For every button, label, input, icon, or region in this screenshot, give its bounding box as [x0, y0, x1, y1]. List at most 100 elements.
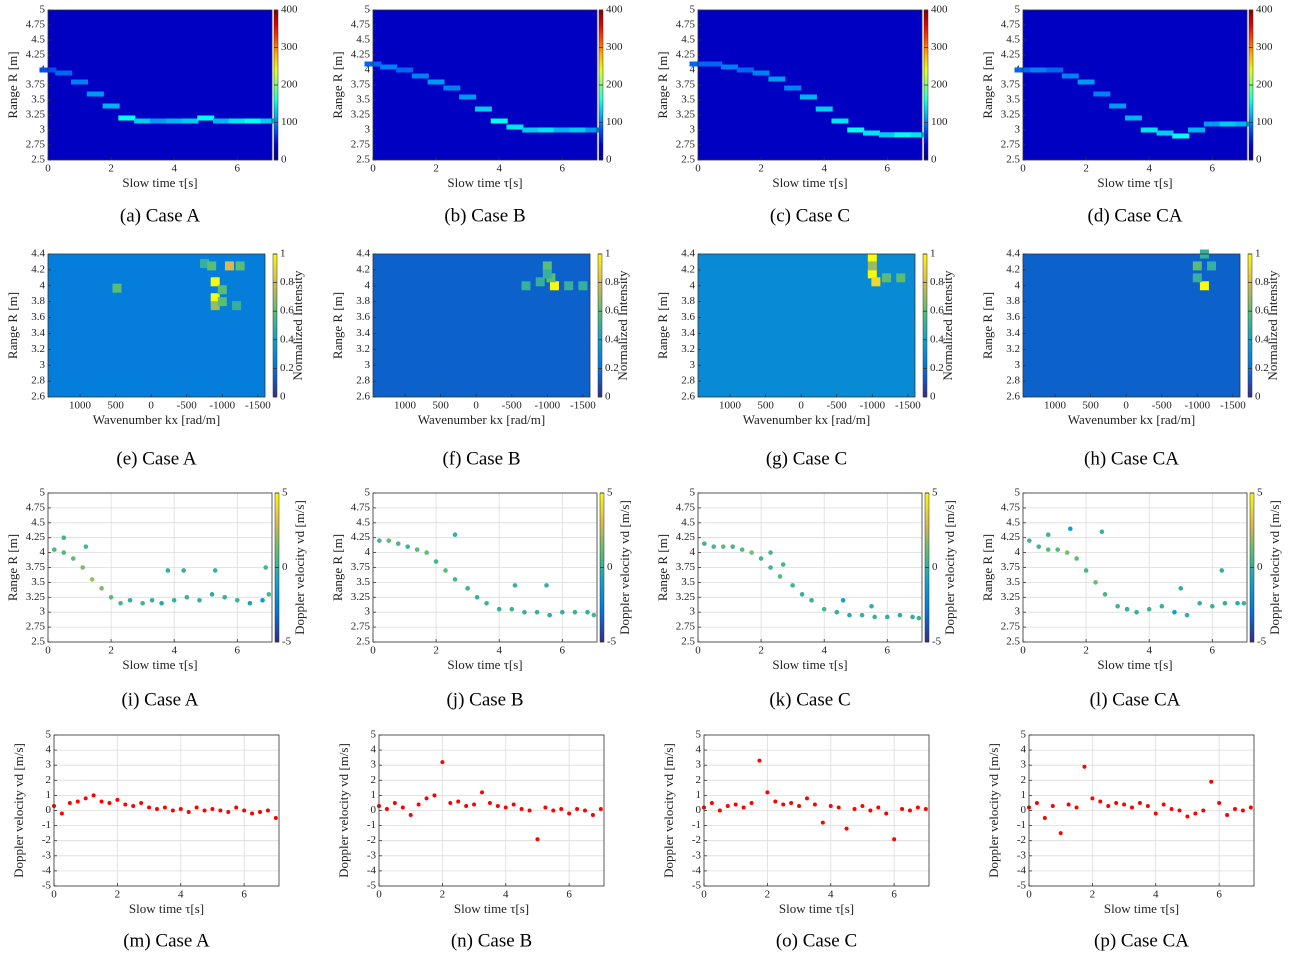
subfigure-caption: (b) Case B	[444, 205, 525, 226]
colorbar-tick-label: 1	[930, 248, 936, 260]
colorbar-tick-label: 5	[282, 487, 288, 499]
point	[416, 802, 421, 807]
y-tick-label: 1	[1021, 789, 1027, 801]
point	[80, 565, 86, 570]
x-tick-label: 0	[695, 645, 701, 657]
y-tick-label: -2	[42, 834, 51, 846]
heatmap-cell	[847, 127, 865, 133]
y-tick-label: 4.5	[356, 34, 370, 46]
y-tick-label: 4.25	[26, 531, 46, 543]
point	[181, 568, 186, 573]
subfigure-caption: (i) Case A	[121, 689, 198, 710]
y-tick-label: -5	[1017, 880, 1027, 892]
subfigure-caption: (g) Case C	[766, 448, 847, 469]
point	[377, 538, 382, 543]
point	[131, 803, 136, 808]
point	[836, 805, 841, 810]
heatmap-cell	[235, 261, 245, 271]
y-tick-label: 0	[46, 804, 52, 816]
point	[1201, 808, 1206, 813]
heatmap-cell	[224, 261, 234, 271]
point	[1036, 544, 1042, 549]
heatmap-cell	[112, 283, 122, 293]
point	[799, 592, 805, 597]
y-tick-label: 4.25	[26, 49, 46, 61]
panel: -5 -4 -3 -2 -1 0 1 2 3 4 5 0 2 4 6 Slow time τ[s] Dopple…	[986, 729, 1255, 951]
point	[1222, 600, 1228, 606]
colorbar-tick-label: 0.6	[280, 305, 294, 317]
heatmap-cell	[882, 273, 892, 283]
colorbar-tick-label: 0.8	[1255, 276, 1269, 288]
y-tick-label: 0	[371, 804, 377, 816]
point	[1068, 526, 1073, 532]
y-tick-label: 3.8	[356, 295, 370, 307]
y-tick-label: 4.4	[31, 248, 45, 260]
panel: -5 -4 -3 -2 -1 0 1 2 3 4 5 0 2 4 6 Slow time τ[s] Dopple…	[336, 729, 605, 951]
axes-frame	[372, 253, 591, 398]
point	[61, 550, 67, 555]
y-tick-label: 3	[690, 606, 696, 618]
y-tick-label: 4.5	[356, 516, 370, 528]
x-tick-label: 2	[1090, 889, 1096, 901]
y-tick-label: 4	[1021, 744, 1027, 756]
y-tick-label: -3	[1017, 849, 1027, 861]
colorbar-tick-label: 0	[280, 391, 286, 403]
heatmap-cell	[207, 261, 217, 271]
axes-frame	[378, 734, 605, 887]
y-tick-label: 5	[1015, 4, 1021, 16]
heatmap-cell	[1219, 121, 1237, 127]
colorbar-tick-label: 0.6	[930, 305, 944, 317]
subfigure-caption: (o) Case C	[776, 930, 857, 951]
point	[821, 606, 827, 612]
point	[544, 583, 549, 588]
y-tick-label: 5	[365, 4, 371, 16]
point	[448, 800, 453, 805]
point	[162, 805, 167, 810]
point	[210, 806, 215, 811]
heatmap-cell	[134, 118, 152, 124]
point	[1074, 556, 1079, 561]
panel: 2.52.7533.253.53.7544.254.54.7550246Slow…	[980, 4, 1273, 227]
point	[1082, 764, 1087, 769]
y-tick-label: 3.5	[681, 94, 695, 106]
y-tick-label: 2.6	[681, 391, 695, 403]
point	[474, 595, 480, 600]
y-tick-label: 3.5	[681, 576, 695, 588]
axes-frame	[1022, 9, 1248, 161]
y-tick-label: -2	[692, 834, 701, 846]
heatmap-background	[373, 10, 597, 160]
y-tick-label: -2	[1017, 834, 1026, 846]
point	[720, 544, 726, 549]
y-tick-label: 3.25	[676, 109, 696, 121]
colorbar-tick-label: 300	[931, 41, 948, 53]
point	[860, 803, 865, 808]
point	[209, 592, 215, 597]
y-tick-label: 3.75	[676, 561, 696, 573]
point	[1114, 800, 1119, 805]
heatmap-cell	[1030, 67, 1048, 73]
x-tick-label: 4	[1146, 163, 1152, 175]
point	[812, 802, 817, 807]
point	[1248, 805, 1253, 810]
point	[384, 806, 389, 811]
y-tick-label: 3.5	[356, 576, 370, 588]
y-tick-label: -1	[367, 819, 376, 831]
y-tick-label: 1	[696, 789, 702, 801]
heatmap-cell	[721, 64, 739, 70]
x-tick-label: 6	[1216, 889, 1222, 901]
x-tick-label: -1500	[570, 400, 596, 412]
point	[1066, 802, 1071, 807]
point	[847, 612, 852, 618]
point	[273, 816, 278, 821]
y-tick-label: 2.8	[681, 375, 695, 387]
heatmap-cell	[1093, 91, 1111, 97]
y-tick-label: 3.75	[351, 79, 371, 91]
point	[840, 597, 846, 603]
colorbar-label: Normalized Intensity	[1265, 270, 1280, 381]
y-tick-label: 2.5	[356, 154, 370, 166]
x-tick-label: 0	[473, 400, 479, 412]
heatmap-cell	[1046, 67, 1064, 73]
